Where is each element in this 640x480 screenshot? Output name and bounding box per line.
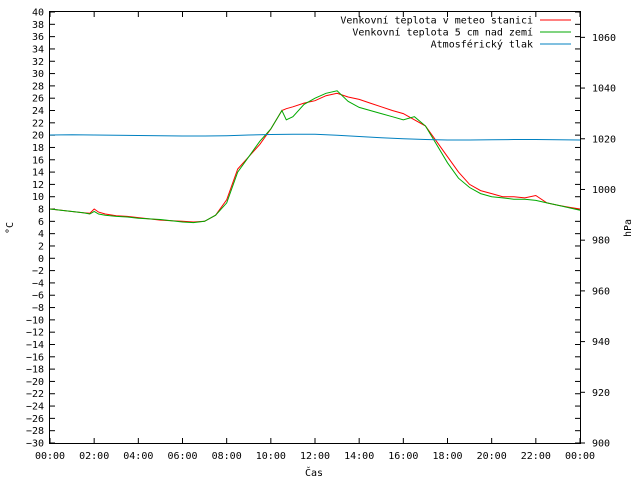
y-tick-label: −16 — [26, 352, 44, 363]
x-tick-label: 04:00 — [123, 451, 153, 462]
y-axis-left: −30−28−26−24−22−20−18−16−14−12−10−8−6−4−… — [26, 8, 580, 450]
x-tick-label: 00:00 — [35, 451, 65, 462]
y-tick-label: −26 — [26, 414, 44, 425]
y2-tick-label: 920 — [592, 388, 610, 399]
series-line-2 — [49, 90, 581, 224]
y-tick-label: −8 — [32, 303, 44, 314]
y-tick-label: 28 — [32, 81, 44, 92]
x-tick-label: 18:00 — [432, 451, 462, 462]
y-tick-label: −28 — [26, 426, 44, 437]
legend-label-2: Venkovní teplota 5 cm nad zemí — [352, 27, 533, 39]
y-tick-label: −12 — [26, 328, 44, 339]
series-group — [49, 90, 581, 224]
y-tick-label: −2 — [32, 266, 44, 277]
x-tick-label: 06:00 — [167, 451, 197, 462]
legend-label-1: Venkovní teplota v meteo stanici — [340, 15, 533, 27]
plot-border — [49, 11, 581, 444]
y2-tick-label: 1060 — [592, 33, 616, 44]
y-tick-label: 4 — [38, 229, 44, 240]
y-tick-label: −10 — [26, 315, 44, 326]
y-tick-label: 38 — [32, 20, 44, 31]
y-tick-label: 34 — [32, 44, 44, 55]
x-tick-label: 20:00 — [477, 451, 507, 462]
y-tick-label: 18 — [32, 143, 44, 154]
y2-tick-label: 1000 — [592, 185, 616, 196]
legend-label-3: Atmosférický tlak — [431, 39, 533, 51]
y2-tick-label: 900 — [592, 439, 610, 450]
y-axis-title: °C — [5, 222, 16, 234]
y-tick-label: −14 — [26, 340, 44, 351]
y2-tick-label: 1020 — [592, 134, 616, 145]
y-tick-label: 20 — [32, 131, 44, 142]
y-tick-label: −30 — [26, 439, 44, 450]
y-tick-label: 36 — [32, 32, 44, 43]
y-tick-label: −24 — [26, 402, 44, 413]
y-tick-label: 12 — [32, 180, 44, 191]
x-tick-label: 14:00 — [344, 451, 374, 462]
y-tick-label: 26 — [32, 94, 44, 105]
y-tick-label: 22 — [32, 118, 44, 129]
x-tick-label: 08:00 — [212, 451, 242, 462]
y2-tick-label: 940 — [592, 337, 610, 348]
series-line-1 — [49, 92, 581, 223]
y2-axis-title: hPa — [623, 219, 634, 237]
y2-tick-label: 960 — [592, 286, 610, 297]
y-tick-label: 0 — [38, 254, 44, 265]
y-tick-label: 32 — [32, 57, 44, 68]
y-tick-label: 6 — [38, 217, 44, 228]
y-tick-label: 8 — [38, 205, 44, 216]
y-tick-label: 30 — [32, 69, 44, 80]
x-tick-label: 22:00 — [521, 451, 551, 462]
y-tick-label: 16 — [32, 155, 44, 166]
y-tick-label: 24 — [32, 106, 44, 117]
y-tick-label: −18 — [26, 365, 44, 376]
x-tick-label: 16:00 — [388, 451, 418, 462]
y-tick-label: 14 — [32, 168, 44, 179]
y-tick-label: −20 — [26, 377, 44, 388]
x-tick-label: 10:00 — [256, 451, 286, 462]
legend: Venkovní teplota v meteo staniciVenkovní… — [340, 15, 571, 51]
series-line-3 — [49, 133, 581, 141]
x-tick-label: 12:00 — [300, 451, 330, 462]
y-tick-label: −4 — [32, 278, 44, 289]
y-tick-label: 2 — [38, 241, 44, 252]
y-tick-label: 40 — [32, 8, 44, 19]
x-tick-label: 00:00 — [565, 451, 595, 462]
y-tick-label: −22 — [26, 389, 44, 400]
y2-tick-label: 1040 — [592, 84, 616, 95]
y-tick-label: 10 — [32, 192, 44, 203]
y-tick-label: −6 — [32, 291, 44, 302]
x-tick-label: 02:00 — [79, 451, 109, 462]
x-axis-title: Čas — [305, 466, 323, 479]
x-axis: 00:00 02:00 04:00 06:00 08:00 10:00 12:00 14:00… — [35, 12, 595, 462]
y2-tick-label: 980 — [592, 236, 610, 247]
